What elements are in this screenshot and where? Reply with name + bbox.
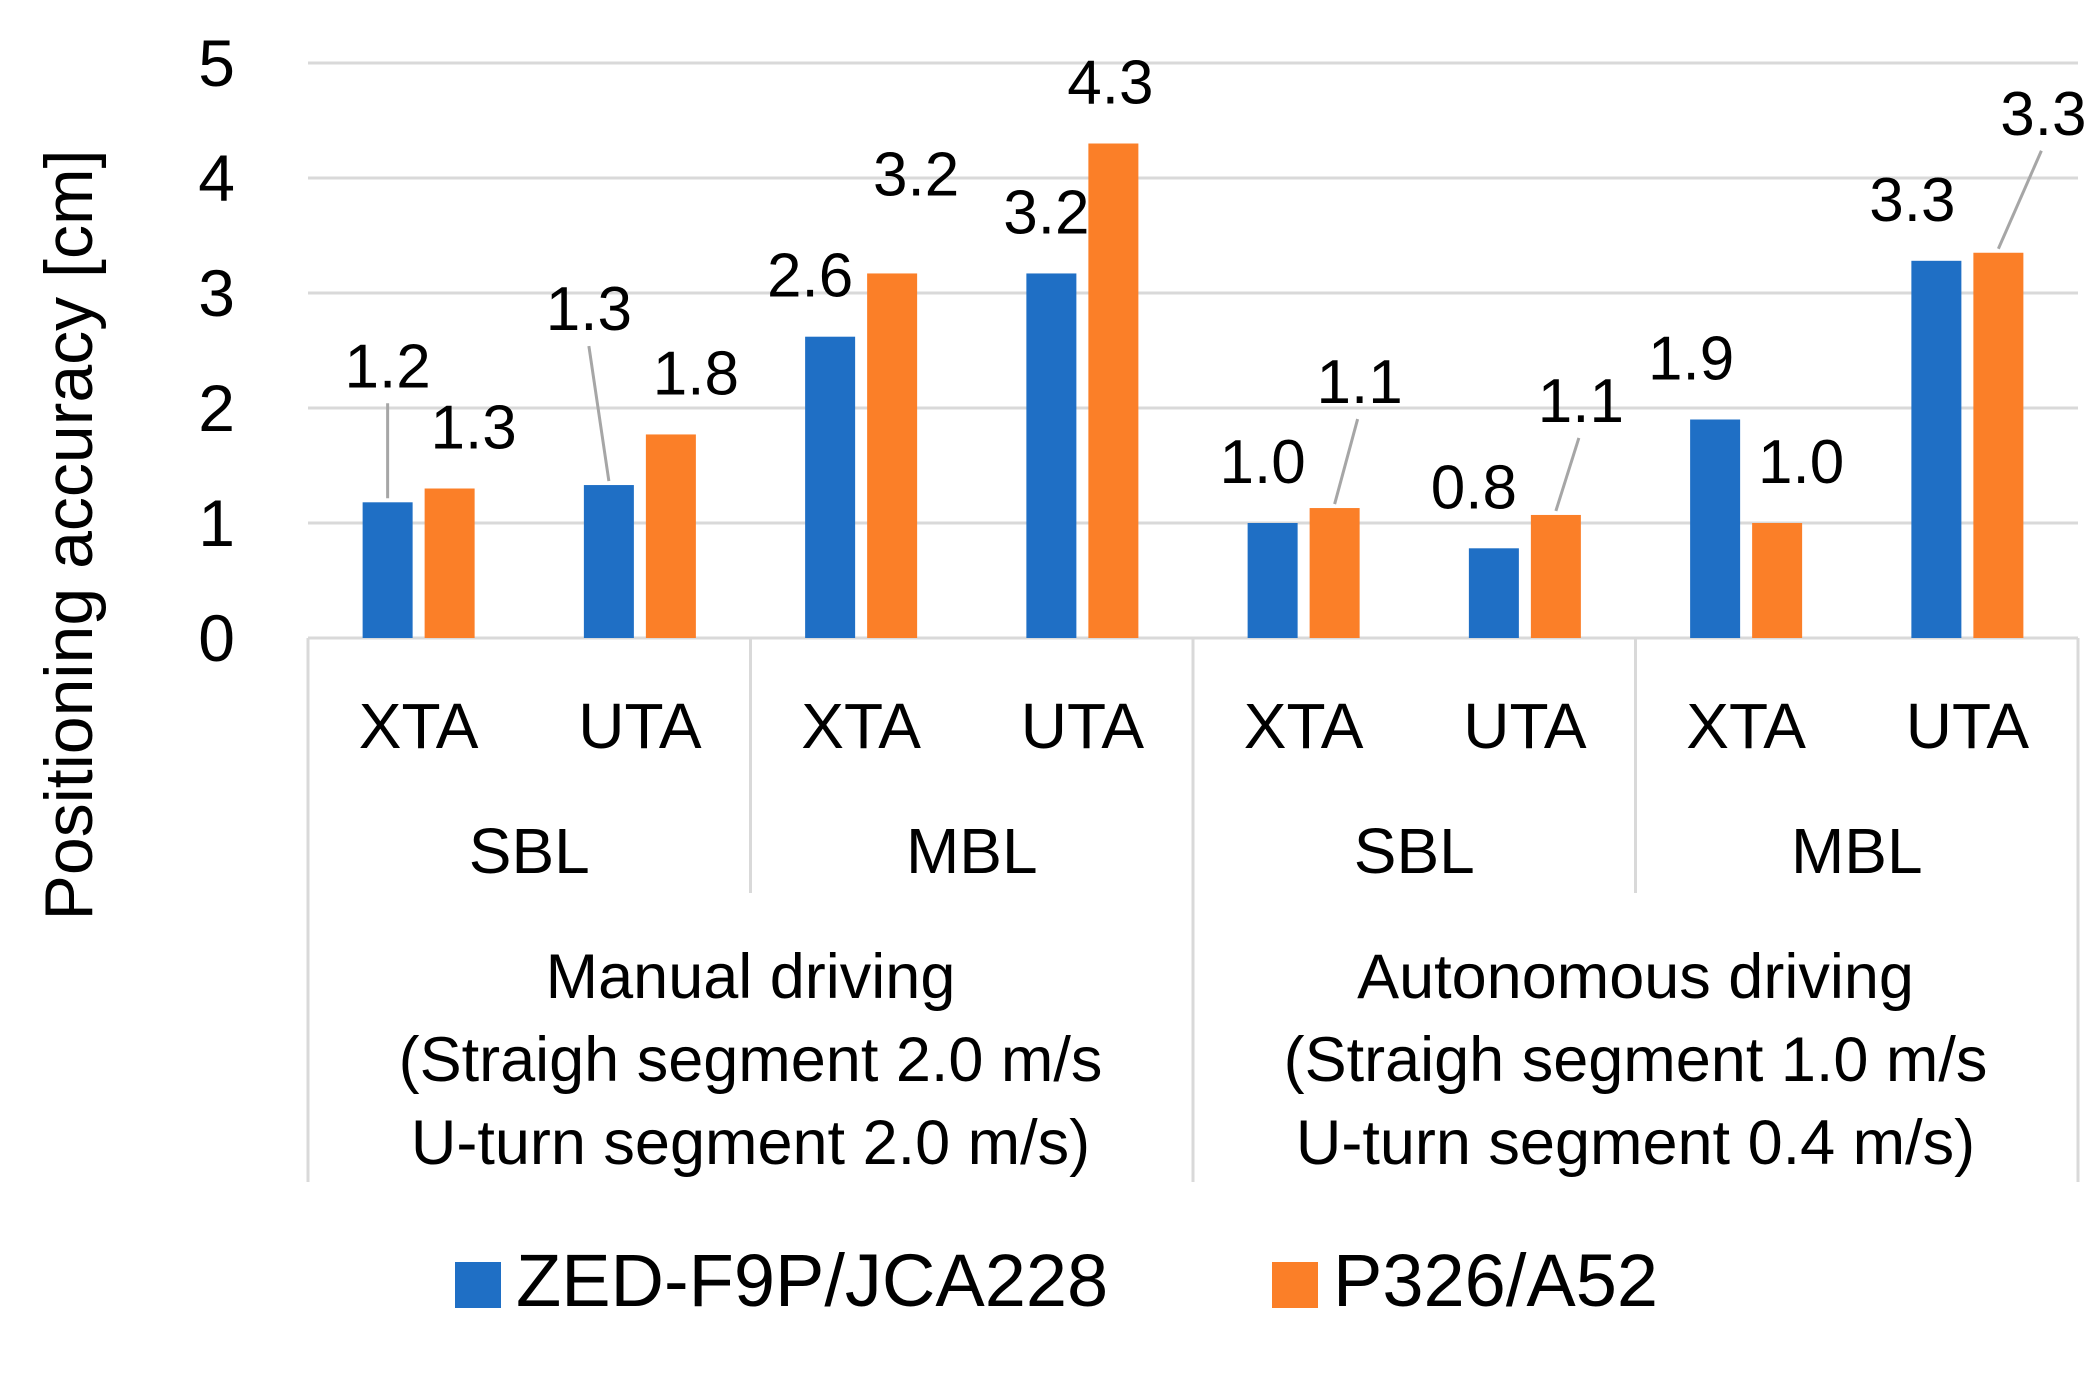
bar-series2 [424,488,475,638]
category-labels: XTA UTA XTA UTA XTA UTA XTA UTA SBL MBL SBL MBL [359,690,2030,887]
category-label: XTA [801,690,921,762]
data-label: 3.3 [2000,80,2086,149]
data-label: 1.3 [431,394,517,463]
data-label: 1.1 [1317,348,1403,417]
data-label: 3.3 [1869,166,1955,235]
data-label: 1.1 [1538,367,1624,436]
top-group-labels: Manual driving (Straigh segment 2.0 m/s U-… [399,942,1988,1178]
legend-swatch [1272,1262,1318,1308]
bar-series1 [1026,273,1077,638]
label-leader-line [587,345,611,482]
category-label: UTA [578,690,702,762]
label-leader-line [1333,418,1360,505]
data-label: 1.2 [345,332,431,401]
bar-series1 [583,485,634,638]
category-label: UTA [1463,690,1587,762]
category-label: UTA [1906,690,2030,762]
bar-series1 [805,336,856,638]
category-label: XTA [1244,690,1364,762]
bar-series1 [1911,260,1962,638]
top-group-label: (Straigh segment 1.0 m/s [1284,1025,1988,1095]
category-label: XTA [1686,690,1806,762]
top-group-label: Manual driving [546,942,956,1012]
y-tick-label: 4 [198,141,235,215]
bar-series1 [1468,548,1519,638]
category-group-label: SBL [1354,815,1475,887]
label-leader-line [1554,437,1581,512]
bar-series2 [867,273,918,638]
bar-series2 [645,434,696,638]
bar-series2 [1088,143,1139,638]
label-leader-line [1997,150,2043,250]
data-label: 1.0 [1758,428,1844,497]
category-label: XTA [359,690,479,762]
data-label: 1.3 [546,275,632,344]
legend-label: ZED-F9P/JCA228 [516,1239,1108,1322]
legend: ZED-F9P/JCA228 P326/A52 [455,1239,1658,1322]
category-group-label: MBL [1791,815,1923,887]
bar-series2 [1973,252,2024,638]
data-label: 1.8 [653,339,739,408]
data-labels: 1.21.3 2.63.21.0 0.81.93.31.31.83.24.31.1 1… [345,49,2087,523]
bar-series2 [1530,514,1581,638]
bar-series2 [1309,508,1360,638]
y-axis-title: Positioning accuracy [cm] [31,150,107,921]
top-group-label: U-turn segment 2.0 m/s) [411,1108,1090,1178]
data-label: 3.2 [873,140,959,209]
data-label: 0.8 [1431,453,1517,522]
y-tick-label: 0 [198,601,235,675]
top-group-label: (Straigh segment 2.0 m/s [399,1025,1103,1095]
category-group-label: SBL [469,815,590,887]
legend-swatch [455,1262,501,1308]
data-label: 4.3 [1067,49,1153,118]
grid [308,61,2078,640]
bar-series1 [362,502,413,638]
axis-separators [306,638,2080,1182]
bars [362,143,2024,638]
top-group-label: U-turn segment 0.4 m/s) [1296,1108,1975,1178]
category-label: UTA [1021,690,1145,762]
legend-label: P326/A52 [1333,1239,1658,1322]
y-tick-label: 2 [198,371,235,445]
y-tick-labels: 0 1 2 3 4 5 [198,26,235,675]
y-tick-label: 3 [198,256,235,330]
top-group-label: Autonomous driving [1357,942,1914,1012]
data-label: 1.0 [1220,428,1306,497]
y-tick-label: 1 [198,486,235,560]
bar-series1 [1690,419,1741,638]
data-label: 3.2 [1003,178,1089,247]
y-tick-label: 5 [198,26,235,100]
label-leaders [386,150,2043,512]
category-group-label: MBL [906,815,1038,887]
bar-series1 [1247,523,1298,638]
data-label: 1.9 [1648,325,1734,394]
bar-series2 [1752,523,1803,638]
data-label: 2.6 [767,242,853,311]
